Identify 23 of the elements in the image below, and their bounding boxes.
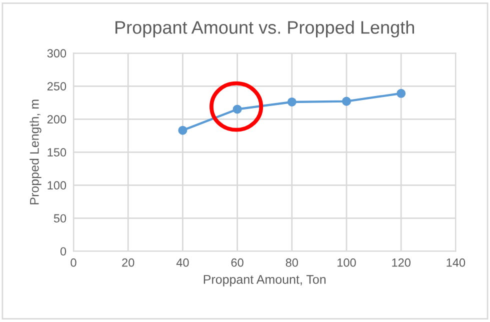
point bbox=[178, 126, 188, 135]
x-tick-label: 40 bbox=[176, 258, 189, 267]
x-tick-label: 80 bbox=[286, 258, 298, 267]
y-tick-label: 100 bbox=[48, 181, 66, 190]
y-tick-label: 250 bbox=[47, 82, 66, 91]
x-tick-label: 20 bbox=[122, 258, 134, 267]
x-tick-label: 100 bbox=[338, 258, 356, 267]
point bbox=[396, 88, 406, 98]
y-tick-label: 300 bbox=[47, 49, 66, 58]
point bbox=[232, 104, 242, 114]
x-tick-label: 140 bbox=[446, 258, 466, 267]
y-tick-label: 150 bbox=[48, 148, 66, 157]
point bbox=[342, 96, 352, 106]
y-tick-label: 200 bbox=[47, 115, 66, 124]
y-tick-label: 0 bbox=[60, 247, 66, 256]
point bbox=[287, 97, 296, 106]
y-tick-label: 50 bbox=[54, 214, 66, 223]
x-tick-label: 0 bbox=[70, 258, 76, 267]
x-axis-title: Proppant Amount, Ton bbox=[204, 275, 326, 286]
chart-title: Proppant Amount vs. Propped Length bbox=[116, 20, 414, 38]
y-axis-title: Propped Length, m bbox=[30, 100, 42, 204]
x-tick-label: 120 bbox=[392, 258, 410, 267]
x-tick-label: 60 bbox=[231, 258, 244, 267]
